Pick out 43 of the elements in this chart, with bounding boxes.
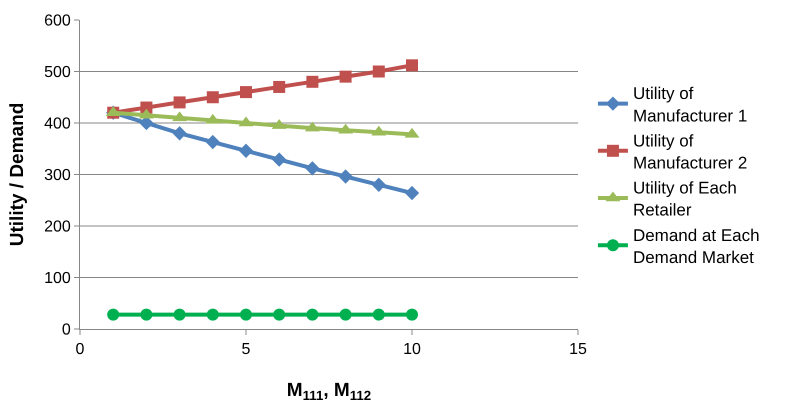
point [174, 96, 186, 108]
point [306, 308, 318, 321]
point [406, 59, 418, 72]
point [372, 66, 385, 78]
y-tick-label: 400 [44, 116, 71, 133]
y-tick-label: 600 [44, 12, 71, 30]
point [140, 308, 152, 321]
point [372, 308, 385, 321]
point [206, 91, 219, 104]
y-axis-title: Utility / Demand [6, 102, 28, 246]
x-axis-title: M$_{111}$, M$_{112}$ [286, 380, 372, 403]
legend-label: Utility of Each Retailer [632, 178, 737, 220]
point [273, 308, 286, 321]
point [172, 126, 187, 140]
legend-label: Utility of Manufacturer 2 [632, 131, 748, 172]
point [406, 308, 418, 321]
point [238, 144, 254, 158]
point [174, 308, 186, 321]
point [305, 161, 320, 176]
point [338, 169, 353, 184]
point [272, 152, 286, 167]
legend-label: Utility of Manufacturer 1 [632, 84, 748, 126]
point [340, 308, 352, 321]
point [206, 134, 220, 150]
y-tick-label: 300 [44, 167, 71, 184]
point [404, 186, 420, 200]
point [240, 86, 252, 98]
legend-label: Demand at Each Demand Market [632, 226, 760, 267]
y-tick-label: 0 [62, 322, 71, 339]
point [273, 80, 286, 93]
x-tick-label: 0 [76, 341, 85, 358]
point [372, 178, 386, 192]
point [107, 308, 120, 321]
x-tick-label: 10 [403, 341, 421, 358]
x-tick-label: 15 [569, 341, 587, 358]
point [206, 308, 219, 321]
x-tick-label: 5 [242, 341, 251, 358]
point [340, 70, 352, 83]
y-tick-label: 200 [44, 218, 71, 236]
y-tick-label: 100 [44, 270, 71, 288]
point [240, 308, 252, 321]
point [306, 76, 318, 88]
y-tick-label: 500 [44, 64, 71, 82]
